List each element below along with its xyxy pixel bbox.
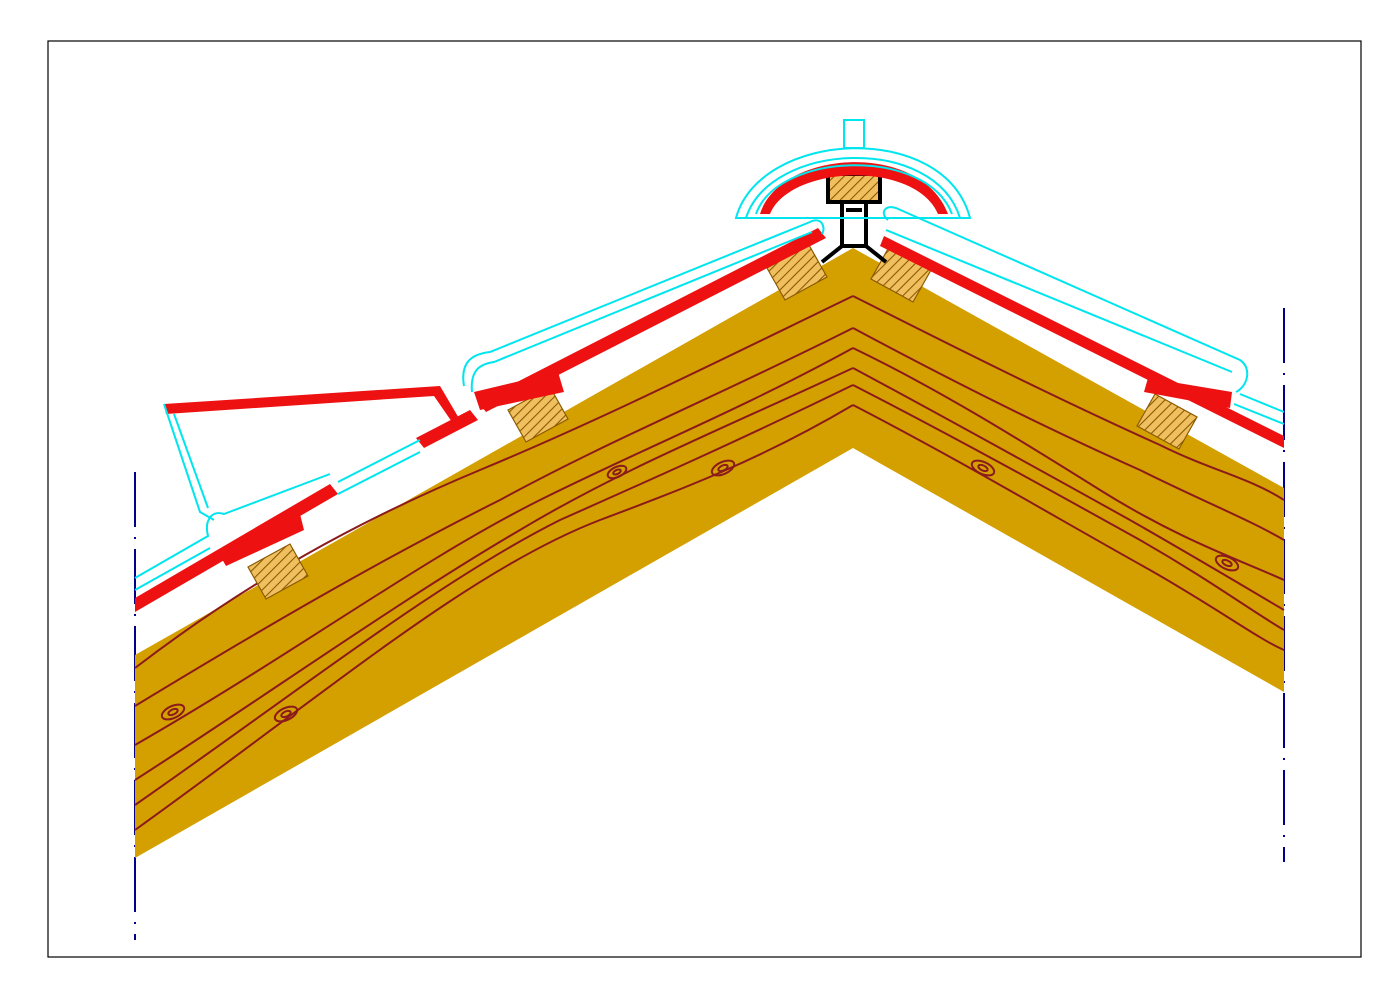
ridge-bracket: [820, 202, 888, 264]
knot: [1214, 554, 1240, 572]
tile-outline: [134, 547, 211, 591]
knot: [710, 459, 736, 477]
tile-outline: [882, 206, 1249, 393]
tile-outline: [337, 439, 421, 483]
knot: [273, 705, 299, 723]
tiles-red: [135, 162, 1284, 612]
ridge-tile-red: [760, 162, 948, 214]
knot: [977, 463, 989, 473]
tile-red: [478, 228, 826, 412]
batten: [1136, 393, 1198, 450]
ridge-tile-outline: [755, 164, 953, 215]
tile-outline: [470, 231, 813, 393]
snow-guard-outline: [173, 413, 209, 509]
knot: [970, 459, 996, 477]
tile-lug: [1144, 378, 1232, 408]
tile-outline: [337, 451, 421, 495]
snow-guard: [164, 386, 460, 422]
tile-lug: [474, 372, 564, 410]
tile-red: [416, 410, 478, 448]
knot: [612, 468, 622, 476]
snow-guard-outline: [163, 403, 215, 521]
ridge-clip: [843, 119, 865, 149]
wood-grain: [134, 295, 1285, 831]
battens: [247, 172, 1198, 600]
tile-outline: [1233, 403, 1285, 425]
tile-lug: [218, 514, 304, 566]
batten: [247, 543, 309, 600]
ridge-tile-outline: [745, 157, 961, 219]
knot: [167, 707, 179, 717]
knot: [160, 703, 186, 721]
tile-outline: [885, 229, 1233, 373]
tile-outline: [1239, 393, 1285, 413]
tile-outline: [462, 219, 825, 387]
rafter-left: [135, 248, 853, 858]
tiles-outline: [134, 119, 1285, 591]
knot: [717, 463, 729, 473]
knot: [1221, 558, 1233, 568]
knot: [280, 709, 292, 719]
knot: [606, 464, 628, 480]
ridge-batten: [826, 172, 882, 204]
